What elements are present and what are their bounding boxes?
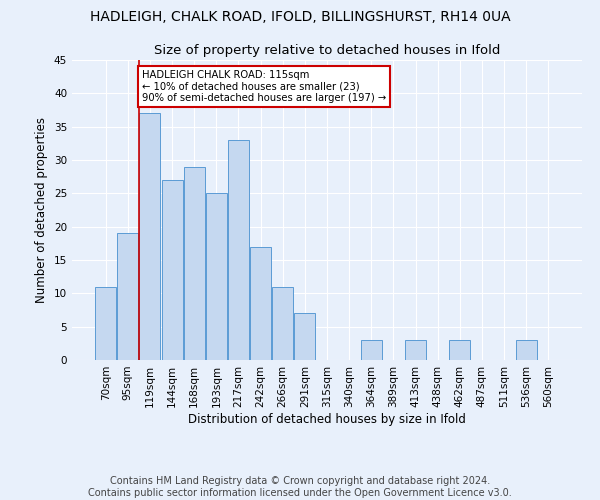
Bar [250, 246, 271, 360]
Bar [228, 140, 249, 360]
Bar [361, 340, 382, 360]
Bar [405, 340, 426, 360]
Bar [95, 286, 116, 360]
Bar [139, 114, 160, 360]
Bar [449, 340, 470, 360]
Title: Size of property relative to detached houses in Ifold: Size of property relative to detached ho… [154, 44, 500, 58]
Bar [515, 340, 536, 360]
Text: HADLEIGH, CHALK ROAD, IFOLD, BILLINGSHURST, RH14 0UA: HADLEIGH, CHALK ROAD, IFOLD, BILLINGSHUR… [89, 10, 511, 24]
Bar [118, 234, 139, 360]
Bar [295, 314, 316, 360]
Text: HADLEIGH CHALK ROAD: 115sqm
← 10% of detached houses are smaller (23)
90% of sem: HADLEIGH CHALK ROAD: 115sqm ← 10% of det… [142, 70, 386, 103]
Y-axis label: Number of detached properties: Number of detached properties [35, 117, 49, 303]
Bar [206, 194, 227, 360]
Text: Contains HM Land Registry data © Crown copyright and database right 2024.
Contai: Contains HM Land Registry data © Crown c… [88, 476, 512, 498]
X-axis label: Distribution of detached houses by size in Ifold: Distribution of detached houses by size … [188, 412, 466, 426]
Bar [161, 180, 182, 360]
Bar [184, 166, 205, 360]
Bar [272, 286, 293, 360]
